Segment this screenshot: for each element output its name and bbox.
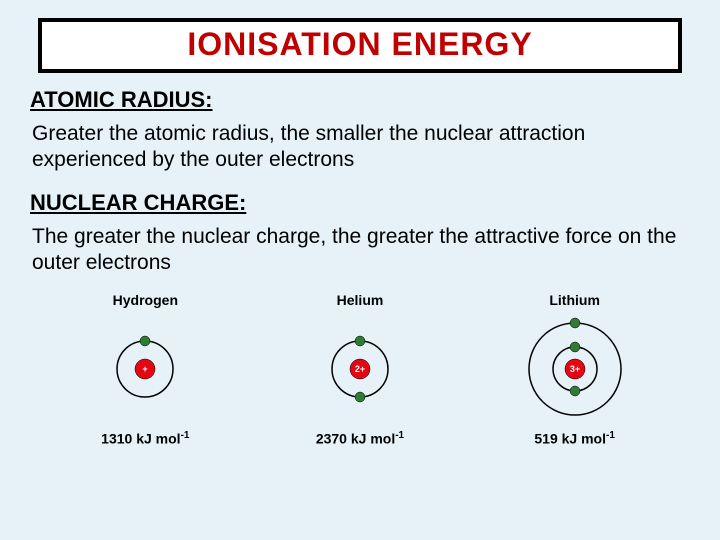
nucleus-charge-label: 2+ <box>355 364 365 374</box>
atom-diagram: 2+ <box>300 314 420 424</box>
ionisation-energy-value: 2370 kJ mol-1 <box>316 430 404 447</box>
electron-icon <box>140 336 150 346</box>
electron-icon <box>355 392 365 402</box>
atom-col: Helium 2+ 2370 kJ mol-1 <box>260 292 460 447</box>
section-heading: NUCLEAR CHARGE: <box>30 190 690 216</box>
section-body: The greater the nuclear charge, the grea… <box>32 224 688 277</box>
page-title: IONISATION ENERGY <box>42 26 678 63</box>
section-nuclear-charge: NUCLEAR CHARGE: The greater the nuclear … <box>28 190 692 277</box>
atom-col: Lithium 3+ 519 kJ mol-1 <box>475 292 675 447</box>
atoms-row: Hydrogen +1310 kJ mol-1 Helium 2+ 2370 kJ mo… <box>28 292 692 447</box>
nucleus-charge-label: 3+ <box>570 364 580 374</box>
section-atomic-radius: ATOMIC RADIUS: Greater the atomic radius… <box>28 87 692 174</box>
atom-name: Lithium <box>549 292 600 308</box>
electron-icon <box>355 336 365 346</box>
atom-col: Hydrogen +1310 kJ mol-1 <box>45 292 245 447</box>
section-body: Greater the atomic radius, the smaller t… <box>32 121 688 174</box>
electron-icon <box>570 386 580 396</box>
nucleus-charge-label: + <box>143 364 148 374</box>
atom-name: Helium <box>337 292 384 308</box>
atom-name: Hydrogen <box>113 292 178 308</box>
ionisation-energy-value: 1310 kJ mol-1 <box>101 430 189 447</box>
ionisation-energy-value: 519 kJ mol-1 <box>534 430 615 447</box>
title-box: IONISATION ENERGY <box>38 18 682 73</box>
electron-icon <box>570 342 580 352</box>
atom-diagram: 3+ <box>515 314 635 424</box>
electron-icon <box>570 318 580 328</box>
section-heading: ATOMIC RADIUS: <box>30 87 690 113</box>
atom-diagram: + <box>85 314 205 424</box>
